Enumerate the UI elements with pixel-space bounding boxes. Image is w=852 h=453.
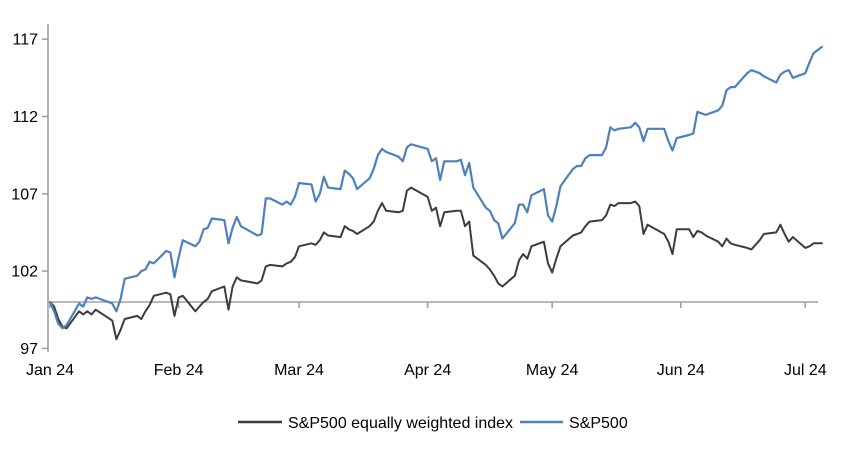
x-axis-ticks: Jan 24 Feb 24 Mar 24 Apr 24 May 24 Jun 24 Jul … (26, 302, 827, 379)
y-tick-label: 112 (12, 109, 38, 126)
x-tick-label: May 24 (526, 362, 579, 379)
sp500-line (48, 45, 824, 330)
plot-area (48, 45, 824, 341)
x-tick-label: Jul 24 (784, 362, 827, 379)
y-tick-label: 97 (20, 341, 38, 358)
y-tick-label: 107 (11, 186, 38, 203)
legend: S&P500 equally weighted index S&P500 (238, 415, 628, 432)
y-tick-label: 102 (11, 264, 38, 281)
x-tick-label: Apr 24 (404, 362, 451, 379)
x-tick-label: Jan 24 (26, 362, 74, 379)
legend-label-equal-weight: S&P500 equally weighted index (288, 415, 513, 432)
x-tick-label: Mar 24 (274, 362, 324, 379)
y-tick-label: 117 (12, 32, 38, 49)
sp500-equal-weight-line (49, 186, 823, 341)
x-tick-label: Feb 24 (154, 362, 204, 379)
legend-label-sp500: S&P500 (569, 415, 628, 432)
x-tick-label: Jun 24 (657, 362, 705, 379)
y-axis-ticks: 117 112 107 102 97 (11, 32, 48, 358)
